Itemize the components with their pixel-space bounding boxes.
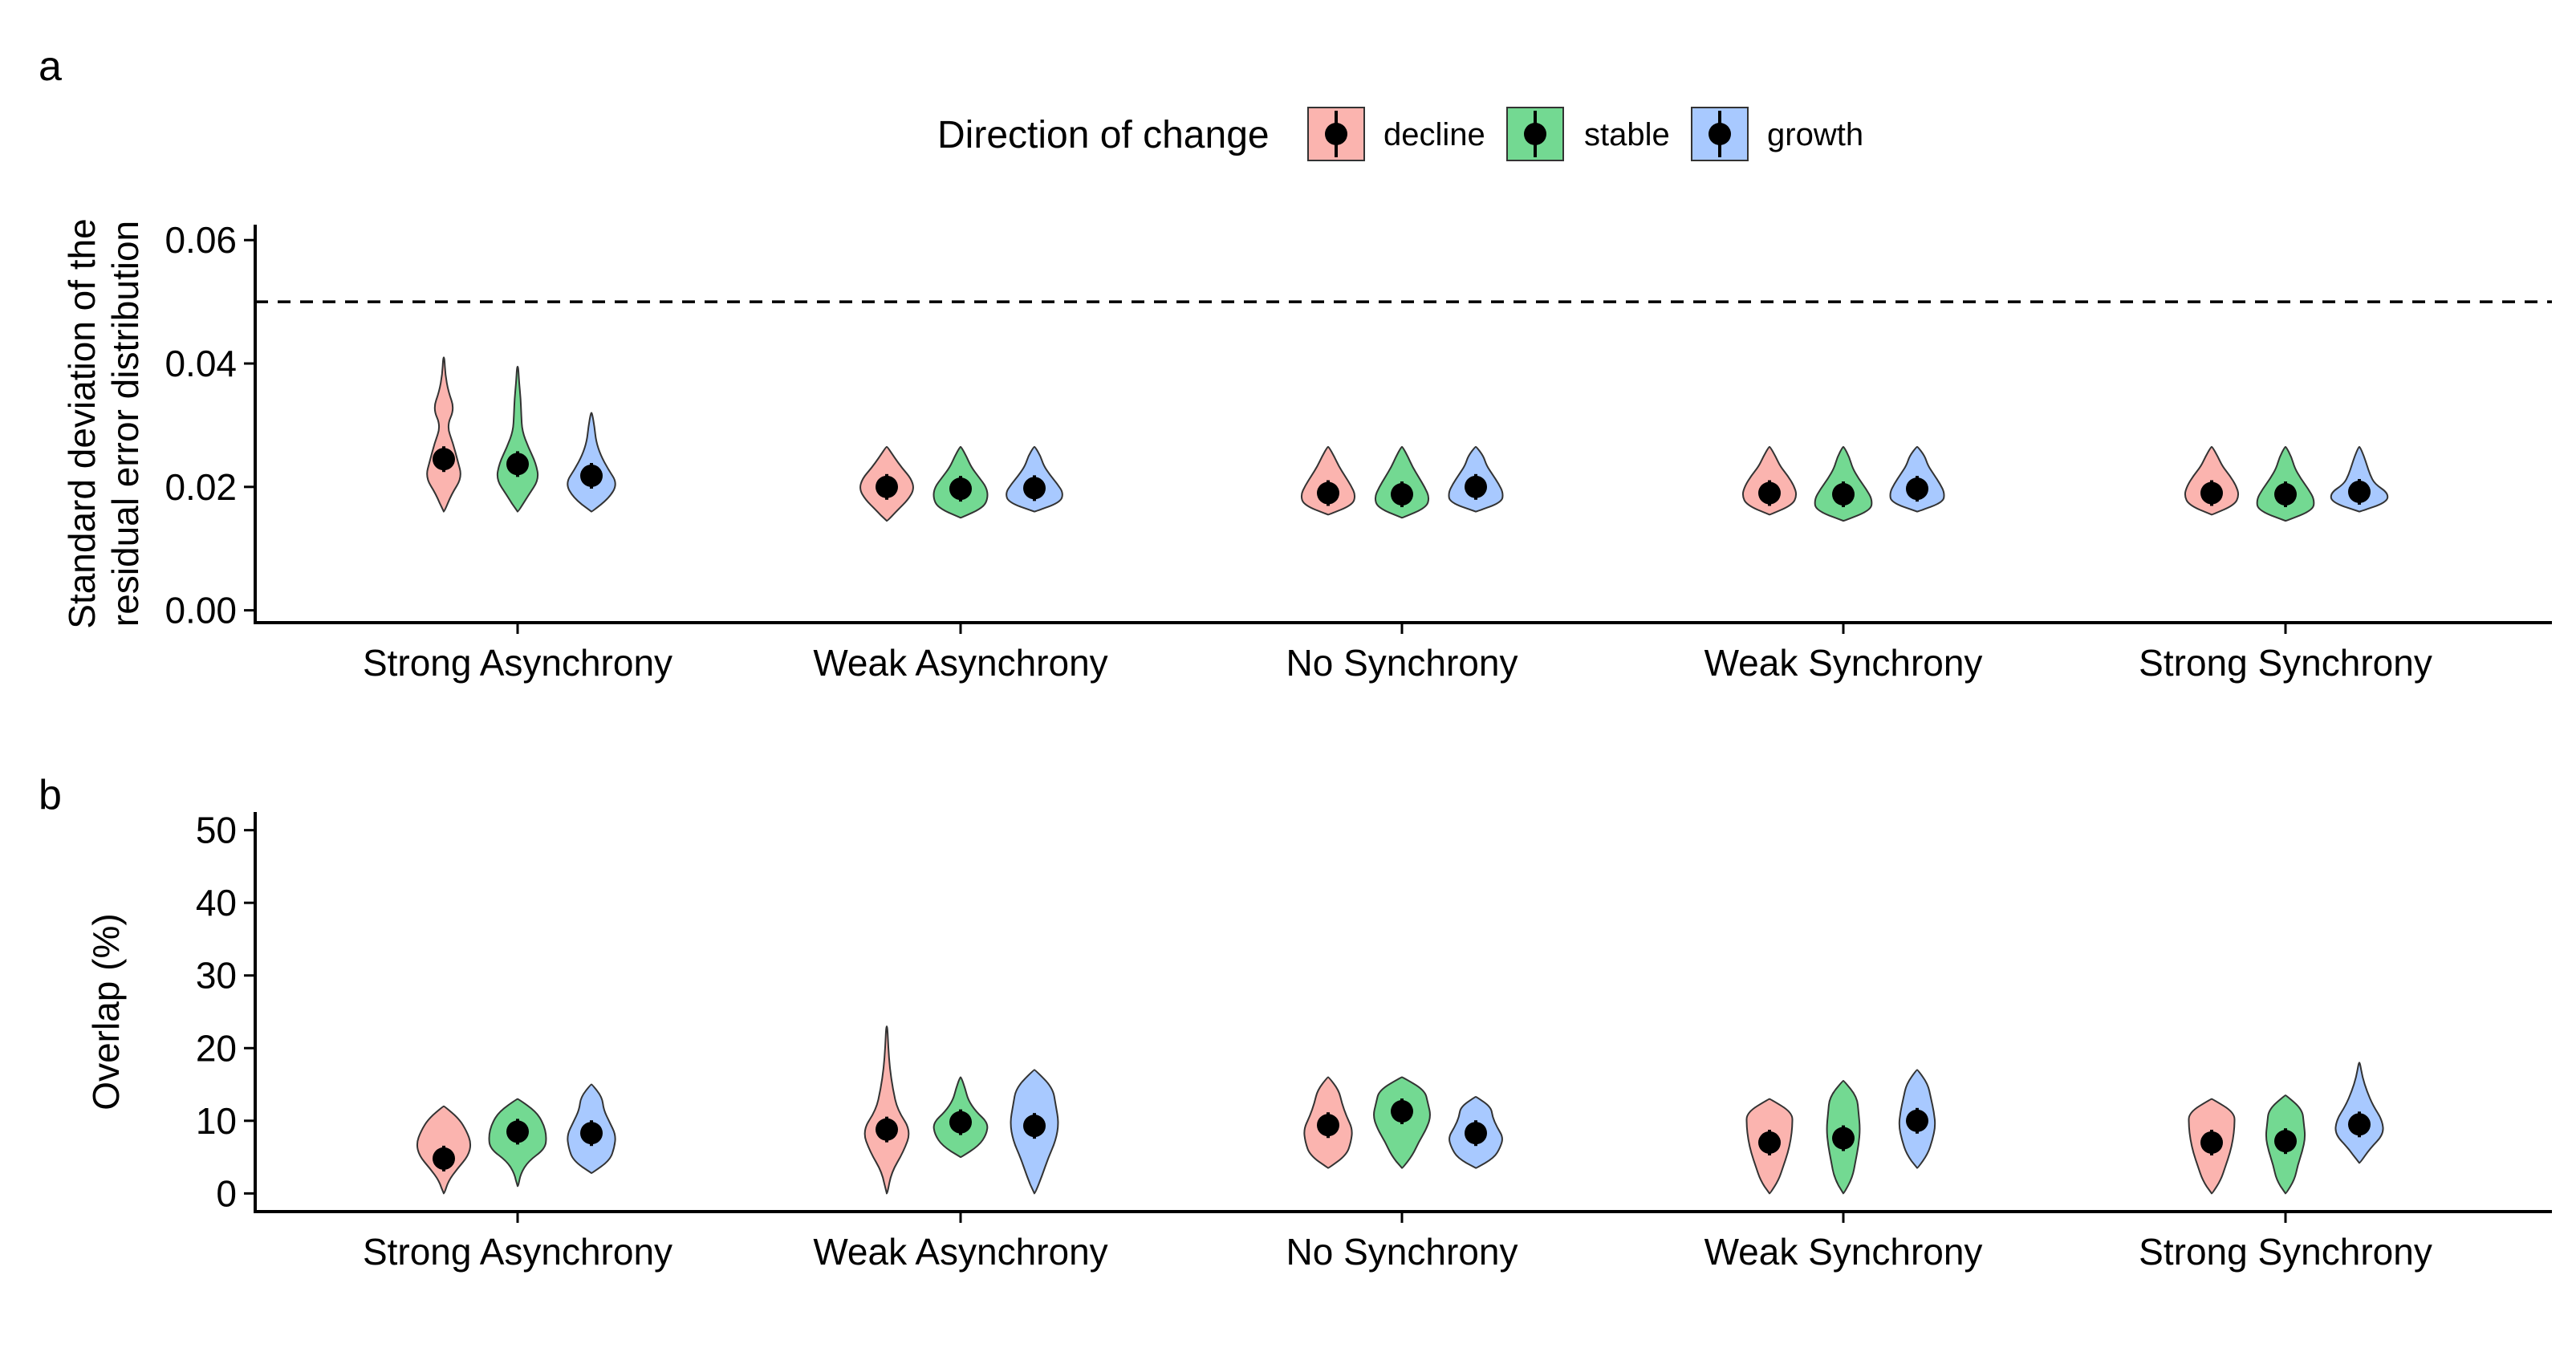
x-tick-label: Strong Synchrony [2139,1231,2432,1273]
panel-a: 0.00 0.02 0.04 0.06 Strong Asynchrony Weak A… [61,218,2552,684]
legend-label-stable: stable [1584,117,1670,152]
mean-point-stable [949,1110,972,1134]
y-tick-label: 0.04 [165,343,237,384]
x-tick-label: Weak Asynchrony [813,1231,1107,1273]
panel-b-x-ticks: Strong Asynchrony Weak Asynchrony No Synch… [363,1212,2432,1273]
legend-point-growth [1709,123,1731,145]
mean-point-growth [1906,477,1928,501]
y-tick-label: 0.02 [165,466,237,508]
panel-b-violins [416,1025,2384,1195]
legend-point-stable [1524,123,1546,145]
x-tick-label: Strong Synchrony [2139,642,2432,684]
y-tick-label: 20 [196,1027,237,1069]
y-tick-label: 40 [196,882,237,924]
mean-point-growth [1023,477,1046,500]
panel-b-y-ticks: 0 10 20 30 40 50 [196,810,255,1214]
mean-point-stable [506,453,529,476]
violin-growth [567,412,616,513]
mean-point-decline [1317,481,1339,505]
legend-title: Direction of change [937,114,1270,156]
legend-entries: decline stable growth [1307,107,1863,161]
y-axis-title-line: Standard deviation of the [61,218,103,628]
mean-point-growth [1465,475,1487,498]
legend: Direction of change decline stable growth [937,107,1863,161]
mean-point-growth [2348,1113,2371,1136]
panel-label-b: b [39,772,62,818]
mean-point-stable [1391,483,1413,506]
panel-a-violins [426,356,2389,522]
y-tick-label: 30 [196,955,237,997]
x-tick-label: Weak Asynchrony [813,642,1107,684]
violin-stable [496,365,539,513]
mean-point-growth [2348,480,2371,503]
y-tick-label: 0 [216,1172,237,1214]
mean-point-decline [2200,1131,2223,1154]
legend-key-decline [1307,107,1365,161]
y-tick-label: 0.00 [165,590,237,631]
mean-point-decline [2200,481,2223,505]
mean-point-decline [876,1118,898,1141]
x-tick-label: Strong Asynchrony [363,642,672,684]
mean-point-growth [1906,1109,1928,1132]
x-tick-label: Weak Synchrony [1704,642,1983,684]
mean-point-stable [2274,483,2297,506]
legend-label-growth: growth [1767,117,1863,152]
legend-key-stable [1506,107,1564,161]
mean-point-decline [1758,481,1781,505]
mean-point-stable [949,477,972,501]
panel-a-y-axis-title: Standard deviation of theresidual error … [61,218,146,628]
mean-point-stable [1832,1127,1855,1150]
mean-point-growth [580,464,603,487]
x-tick-label: Weak Synchrony [1704,1231,1983,1273]
panel-a-x-ticks: Strong Asynchrony Weak Asynchrony No Synch… [363,623,2432,684]
x-tick-label: Strong Asynchrony [363,1231,672,1273]
mean-point-stable [2274,1130,2297,1153]
mean-point-decline [1758,1131,1781,1154]
legend-point-decline [1325,123,1347,145]
panel-b: 0 10 20 30 40 50 Strong Asynchrony Weak Asynch… [85,810,2552,1273]
y-axis-title-line: residual error distribution [104,221,146,627]
y-tick-label: 50 [196,810,237,851]
y-tick-label: 10 [196,1100,237,1142]
panel-b-y-axis-title: Overlap (%) [85,913,127,1110]
legend-key-growth [1691,107,1749,161]
x-tick-label: No Synchrony [1286,642,1518,684]
mean-point-decline [876,475,898,498]
panel-a-y-ticks: 0.00 0.02 0.04 0.06 [165,219,255,631]
mean-point-growth [1023,1115,1046,1138]
violin-decline [863,1025,910,1195]
panel-label-a: a [39,43,62,90]
mean-point-stable [1832,483,1855,506]
mean-point-stable [506,1120,529,1143]
mean-point-decline [1317,1114,1339,1137]
mean-point-decline [433,1147,455,1170]
y-tick-label: 0.06 [165,219,237,261]
violin-decline [426,356,461,513]
x-tick-label: No Synchrony [1286,1231,1518,1273]
legend-label-decline: decline [1383,117,1485,152]
mean-point-decline [433,448,455,471]
mean-point-growth [580,1122,603,1145]
mean-point-growth [1465,1122,1487,1145]
mean-point-stable [1391,1100,1413,1123]
